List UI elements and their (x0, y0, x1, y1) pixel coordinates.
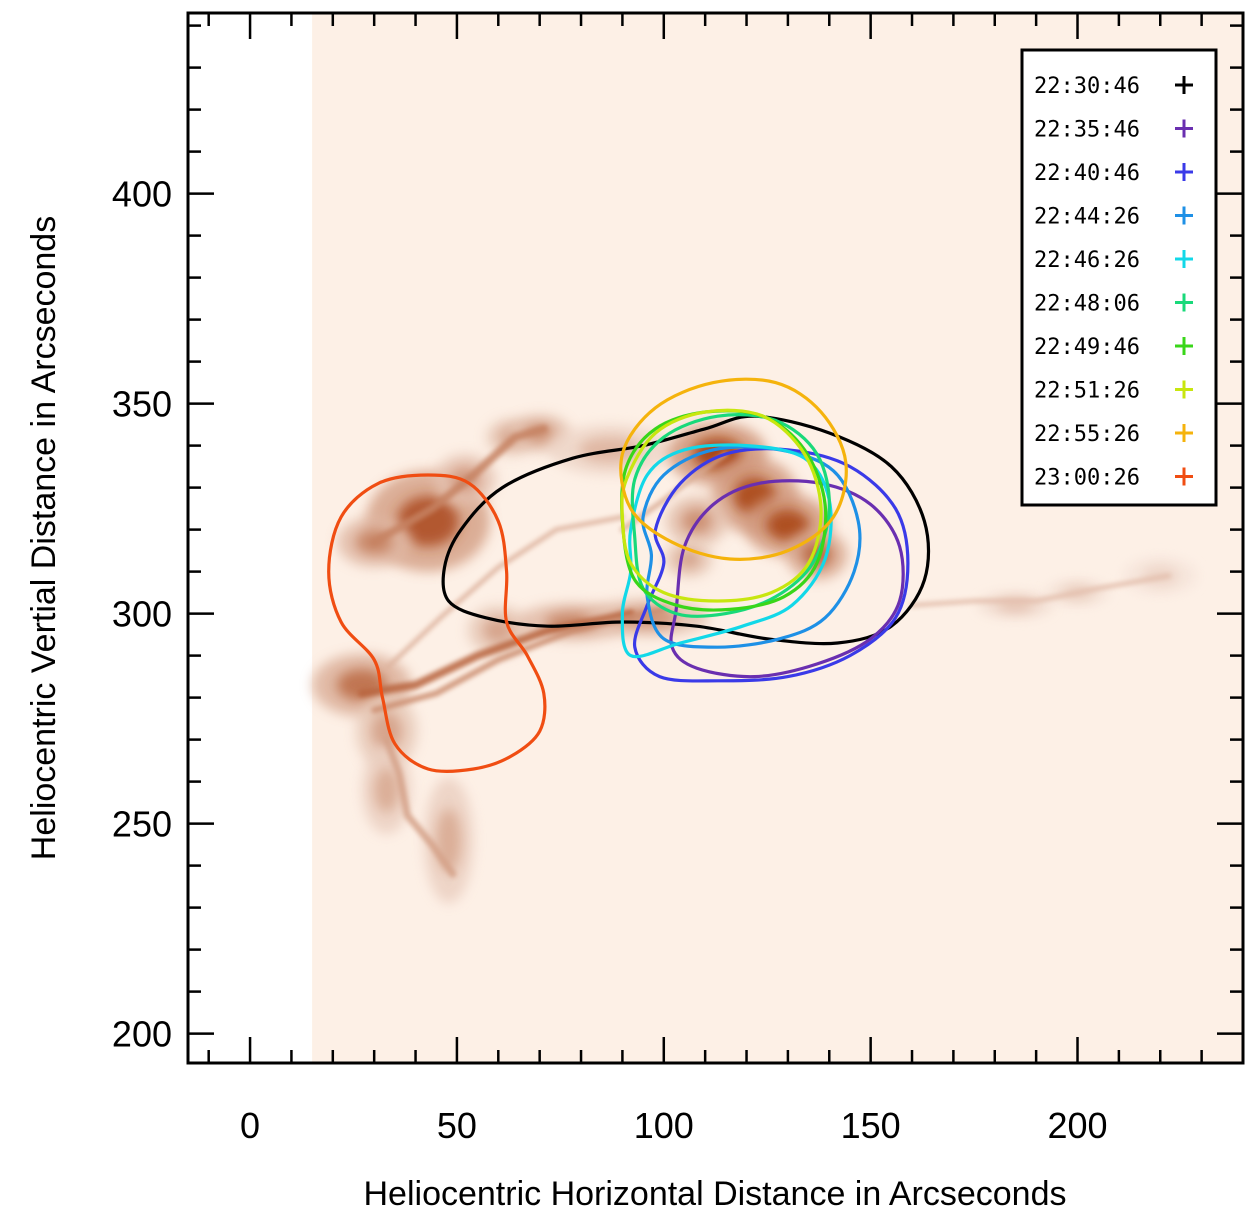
legend-label: 22:35:46 (1034, 118, 1140, 143)
x-tick-label: 0 (240, 1105, 260, 1146)
x-tick-label: 150 (841, 1105, 901, 1146)
legend-plus-marker (1175, 293, 1193, 312)
bright-feature (766, 509, 810, 542)
legend-plus-marker (1175, 337, 1193, 355)
legend-plus-marker (1175, 119, 1193, 138)
legend-label: 22:55:26 (1034, 422, 1140, 447)
x-tick-label: 50 (437, 1105, 477, 1146)
plot-frame (186, 11, 1245, 1065)
legend-plus-marker (1175, 206, 1193, 225)
legend-label: 23:00:26 (1034, 466, 1140, 491)
y-tick-label: 350 (112, 384, 172, 425)
legend-label: 22:44:26 (1034, 205, 1140, 230)
contour-22-51-26 (620, 408, 823, 603)
legend-plus-marker (1175, 424, 1193, 442)
x-tick-label: 200 (1047, 1105, 1107, 1146)
legend-plus-marker (1175, 467, 1193, 486)
y-tick-label: 300 (112, 594, 172, 635)
contour-23-00-26 (327, 473, 547, 773)
legend-plus-marker (1175, 380, 1193, 399)
coronal-loop (384, 514, 625, 671)
axis-ticks (188, 13, 1245, 1063)
legend-label: 22:30:46 (1034, 74, 1140, 99)
contour-22-30-46 (441, 414, 931, 646)
axis-tick-labels: 0 50 100 150 200 200 250 300 350 400 (112, 174, 1108, 1146)
contour-layer (327, 377, 931, 773)
legend-label: 22:40:46 (1034, 161, 1140, 186)
x-axis-title: Heliocentric Horizontal Distance in Arcs… (364, 1175, 1067, 1213)
contour-22-46-26 (620, 443, 833, 659)
contour-22-55-26 (619, 377, 848, 561)
legend-label: 22:49:46 (1034, 335, 1140, 360)
coronal-loop (383, 736, 457, 878)
legend-label: 22:51:26 (1034, 379, 1140, 404)
coronal-loop (909, 573, 1172, 608)
x-tick-label: 100 (634, 1105, 694, 1146)
legend-label: 22:46:26 (1034, 248, 1140, 273)
y-tick-label: 400 (112, 174, 172, 215)
bright-feature (396, 496, 459, 547)
legend-plus-marker (1175, 76, 1193, 94)
coronal-loop (370, 424, 548, 547)
y-axis-title: Heliocentric Vertial Distance in Arcseco… (25, 216, 63, 860)
legend: 22:30:46 22:35:46 22:40:46 22:44:26 22:46:26… (1020, 48, 1218, 507)
bright-feature (374, 767, 399, 813)
y-tick-label: 200 (112, 1014, 172, 1055)
legend-label: 22:48:06 (1034, 292, 1140, 317)
legend-plus-marker (1175, 163, 1193, 181)
contour-22-44-26 (641, 445, 862, 649)
y-tick-label: 250 (112, 804, 172, 845)
legend-plus-marker (1175, 250, 1193, 268)
